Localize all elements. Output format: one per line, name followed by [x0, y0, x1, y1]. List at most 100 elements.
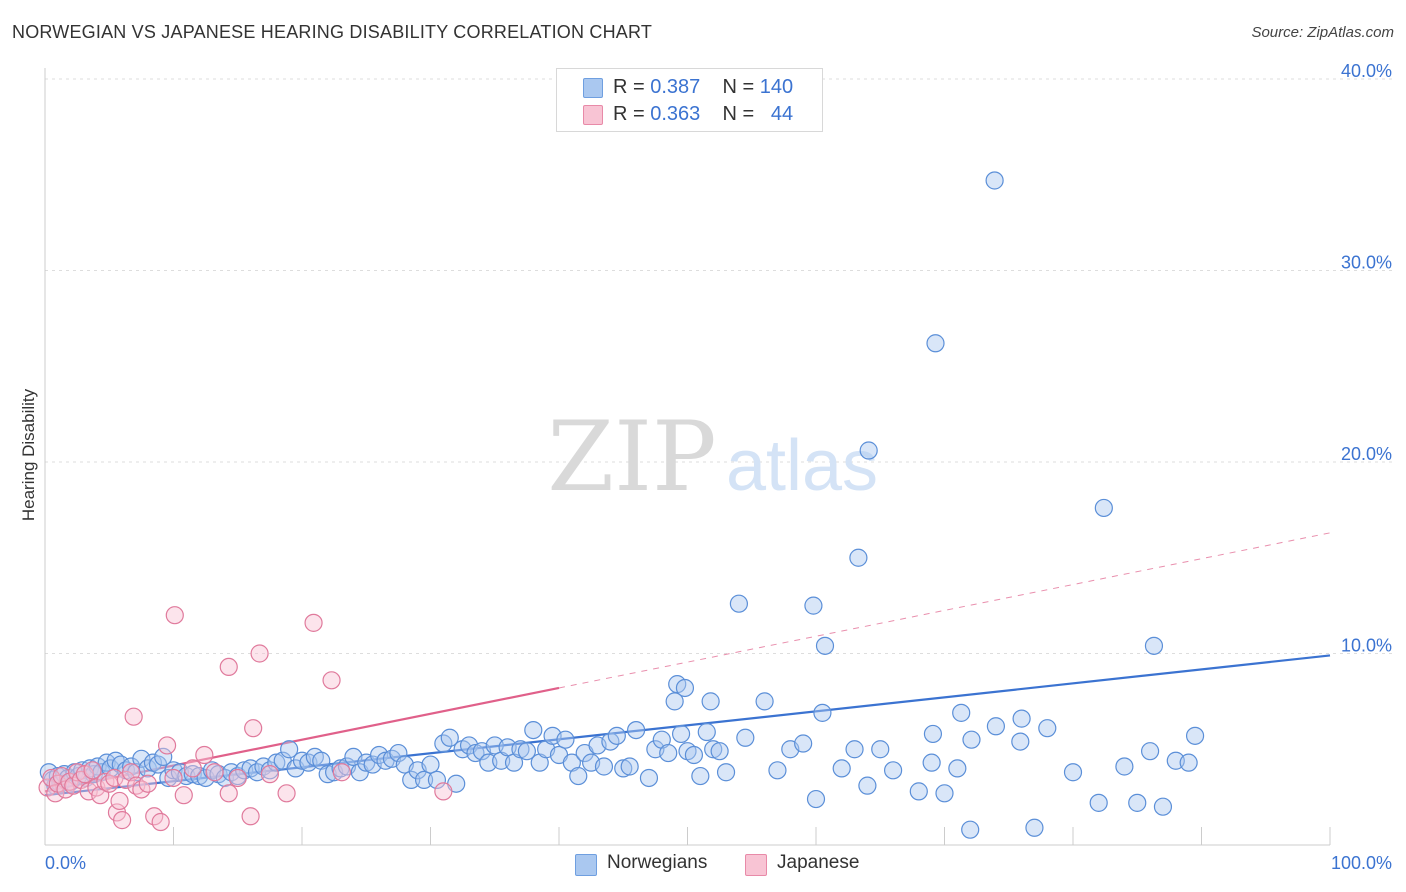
norwegian-point [948, 759, 967, 778]
chart-title: NORWEGIAN VS JAPANESE HEARING DISABILITY… [12, 22, 653, 42]
norwegian-point [132, 749, 151, 768]
norwegian-point [909, 782, 928, 801]
norwegian-point [427, 770, 447, 789]
norwegian-point [858, 776, 877, 795]
norwegian-point [935, 784, 954, 803]
legend-swatch-japanese [583, 105, 603, 125]
norwegian-point [1179, 753, 1198, 772]
norwegian-point [127, 763, 146, 782]
chart-source: Source: ZipAtlas.com [1251, 24, 1394, 41]
norwegian-point [1144, 636, 1164, 655]
norwegian-point [832, 759, 851, 778]
bottom-legend-swatch-norwegians [575, 854, 597, 876]
norwegian-point [716, 763, 736, 782]
norwegian-point [729, 594, 749, 613]
japanese-point [250, 644, 269, 663]
norwegian-point [926, 334, 945, 353]
norwegian-point [986, 717, 1006, 736]
japanese-point [332, 763, 351, 782]
japanese-point [228, 768, 247, 788]
norwegian-point [280, 740, 299, 759]
y-tick-label: 40.0% [1341, 61, 1392, 81]
norwegian-point [768, 761, 787, 780]
norwegian-point [1128, 793, 1147, 812]
norwegian-point [804, 596, 823, 615]
norwegian-point [626, 720, 646, 740]
norwegian-point [1063, 763, 1083, 782]
norwegian-point [859, 441, 878, 460]
norwegians-trend-line [44, 654, 1331, 797]
norwegian-point [1153, 797, 1173, 816]
japanese-point [124, 707, 143, 726]
norwegian-point [594, 757, 614, 776]
legend-r-label: R = [613, 103, 645, 125]
japanese-point [83, 761, 102, 780]
japanese-point [277, 784, 296, 803]
y-tick-label: 30.0% [1341, 253, 1392, 273]
norwegian-point [962, 730, 981, 749]
legend-box: R = 0.387 N = 140 R = 0.363 N = 44 [556, 68, 823, 132]
japanese-point [219, 784, 238, 803]
legend-n-value: 44 [770, 103, 794, 125]
norwegian-point [466, 743, 485, 763]
japanese-point [241, 807, 260, 826]
japanese-point [164, 768, 183, 788]
norwegian-point [154, 747, 173, 767]
japanese-point [219, 657, 238, 677]
norwegian-point [511, 740, 530, 759]
norwegian-point [1011, 732, 1030, 751]
legend-n-label: N = [722, 103, 755, 125]
norwegian-point [961, 820, 980, 839]
japanese-point [195, 745, 214, 765]
japanese-point [110, 791, 129, 811]
norwegian-point [701, 692, 720, 711]
japanese-point [138, 774, 157, 793]
bottom-legend-swatch-japanese [745, 854, 767, 876]
norwegian-point [1025, 818, 1044, 837]
japanese-point [322, 671, 341, 690]
y-tick-label: 20.0% [1341, 444, 1392, 464]
legend-r-label: R = [613, 76, 645, 98]
norwegian-point [556, 730, 575, 749]
legend-text-norwegians: R = 0.387 N = 140 [613, 76, 793, 99]
japanese-point [121, 763, 141, 782]
japanese-point [151, 812, 170, 832]
japanese-point [260, 765, 279, 784]
watermark-atlas: atlas [726, 426, 878, 506]
x-tick-label: 100.0% [1331, 853, 1392, 873]
norwegian-point [845, 740, 864, 759]
japanese-point [157, 736, 177, 755]
japanese-point [205, 763, 224, 782]
norwegian-point [704, 740, 723, 759]
norwegian-point [1185, 726, 1205, 745]
y-tick-label: 10.0% [1341, 636, 1392, 656]
bottom-legend-label-japanese: Japanese [777, 852, 860, 873]
norwegians-points [39, 171, 1205, 839]
norwegian-point [639, 768, 659, 788]
norwegian-point [736, 728, 755, 747]
norwegian-point [1094, 498, 1113, 518]
japanese-trend-extension [558, 532, 1331, 689]
legend-text-japanese: R = 0.363 N = 44 [613, 103, 793, 126]
norwegian-point [1115, 757, 1134, 776]
norwegian-point [710, 742, 729, 761]
norwegian-point [671, 724, 691, 744]
japanese-point [244, 719, 263, 738]
norwegian-point [691, 766, 710, 786]
norwegian-point [675, 678, 695, 698]
norwegian-point [952, 703, 971, 722]
y-axis-label: Hearing Disability [19, 388, 38, 521]
norwegian-point [1140, 742, 1160, 761]
norwegian-point [755, 692, 774, 711]
japanese-point [165, 606, 184, 625]
norwegian-point [1012, 709, 1031, 728]
norwegian-point [1089, 793, 1108, 812]
norwegian-point [985, 171, 1004, 190]
grid [45, 78, 1392, 654]
norwegian-point [697, 722, 716, 742]
norwegian-point [883, 761, 903, 780]
trend-lines [44, 532, 1331, 797]
tick-labels: 10.0% 20.0% 30.0% 40.0% 0.0% 100.0% [45, 61, 1392, 873]
norwegian-point [607, 726, 626, 745]
